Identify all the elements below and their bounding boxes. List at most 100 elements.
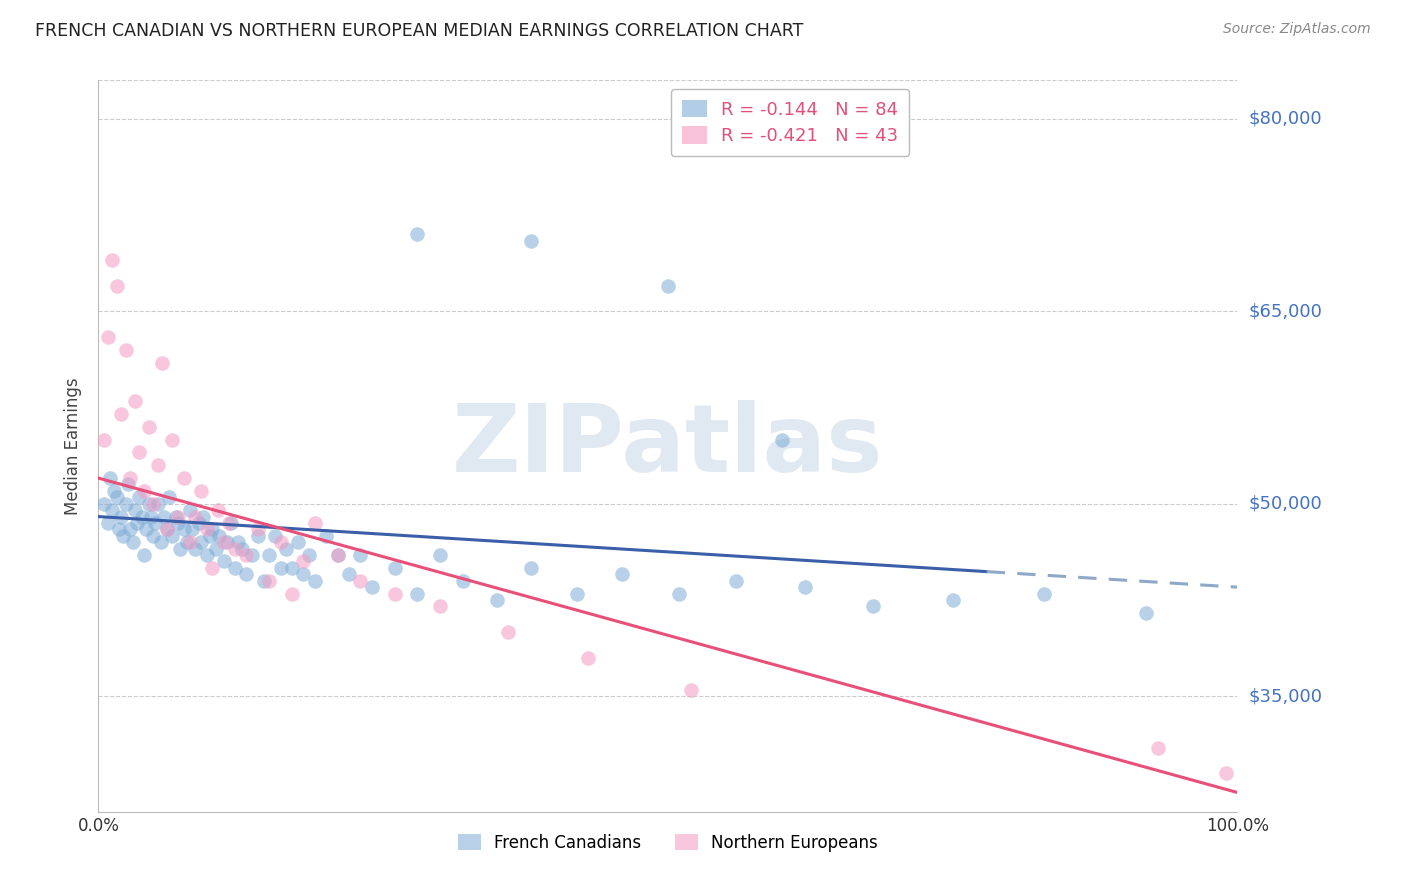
Point <box>114 343 136 357</box>
Point <box>679 682 702 697</box>
Point <box>114 497 136 511</box>
Point <box>793 580 815 594</box>
Point <box>725 574 748 588</box>
Point <box>156 523 179 537</box>
Point <box>208 529 231 543</box>
Point <box>145 516 167 530</box>
Point <box>98 471 121 485</box>
Point <box>142 497 165 511</box>
Point <box>1135 606 1157 620</box>
Point <box>657 278 679 293</box>
Point <box>162 529 184 543</box>
Point <box>862 599 884 614</box>
Point <box>101 252 124 267</box>
Point <box>228 535 250 549</box>
Point <box>176 535 198 549</box>
Point <box>195 548 218 562</box>
Point <box>167 509 190 524</box>
Point <box>173 471 195 485</box>
Point <box>224 561 246 575</box>
Legend: French Canadians, Northern Europeans: French Canadians, Northern Europeans <box>451 827 884 858</box>
Point <box>132 548 155 562</box>
Point <box>101 503 124 517</box>
Point <box>212 535 235 549</box>
Point <box>429 599 451 614</box>
Point <box>204 541 226 556</box>
Point <box>128 445 150 459</box>
Point <box>105 278 128 293</box>
Point <box>1215 766 1237 780</box>
Point <box>93 497 115 511</box>
Point <box>157 491 180 505</box>
Point <box>138 497 160 511</box>
Point <box>120 523 142 537</box>
Point <box>146 458 169 473</box>
Point <box>138 419 160 434</box>
Point <box>576 650 599 665</box>
Point <box>169 541 191 556</box>
Text: $80,000: $80,000 <box>1249 110 1322 128</box>
Text: ZIPatlas: ZIPatlas <box>453 400 883 492</box>
Point <box>124 394 146 409</box>
Point <box>304 574 326 588</box>
Point <box>224 541 246 556</box>
Point <box>184 509 207 524</box>
Point <box>201 523 224 537</box>
Point <box>190 535 212 549</box>
Point <box>292 554 315 568</box>
Text: FRENCH CANADIAN VS NORTHERN EUROPEAN MEDIAN EARNINGS CORRELATION CHART: FRENCH CANADIAN VS NORTHERN EUROPEAN MED… <box>35 22 803 40</box>
Text: $50,000: $50,000 <box>1249 495 1322 513</box>
Point <box>117 477 139 491</box>
Point <box>212 554 235 568</box>
Point <box>498 625 520 640</box>
Point <box>156 523 179 537</box>
Point <box>406 227 429 242</box>
Point <box>292 567 315 582</box>
Point <box>184 541 207 556</box>
Point <box>179 535 201 549</box>
Point <box>180 523 202 537</box>
Point <box>219 516 242 530</box>
Point <box>96 330 118 344</box>
Point <box>108 523 131 537</box>
Point <box>1146 740 1168 755</box>
Point <box>520 234 543 248</box>
Point <box>298 548 321 562</box>
Text: Source: ZipAtlas.com: Source: ZipAtlas.com <box>1223 22 1371 37</box>
Point <box>315 529 337 543</box>
Point <box>207 503 229 517</box>
Point <box>165 509 187 524</box>
Point <box>231 541 253 556</box>
Point <box>120 471 142 485</box>
Point <box>429 548 451 562</box>
Y-axis label: Median Earnings: Median Earnings <box>65 377 83 515</box>
Point <box>235 548 257 562</box>
Point <box>153 509 176 524</box>
Point <box>770 433 793 447</box>
Point <box>121 535 143 549</box>
Point <box>349 548 371 562</box>
Point <box>217 535 239 549</box>
Point <box>167 516 190 530</box>
Point <box>142 529 165 543</box>
Point <box>195 523 218 537</box>
Point <box>326 548 349 562</box>
Point <box>486 593 509 607</box>
Point <box>150 355 173 369</box>
Point <box>349 574 371 588</box>
Point <box>131 509 153 524</box>
Point <box>179 503 201 517</box>
Point <box>173 523 195 537</box>
Point <box>565 586 588 600</box>
Point <box>127 516 149 530</box>
Point <box>360 580 382 594</box>
Point <box>337 567 360 582</box>
Point <box>259 548 281 562</box>
Point <box>264 529 287 543</box>
Point <box>124 503 146 517</box>
Point <box>384 561 406 575</box>
Point <box>139 509 162 524</box>
Point <box>246 529 269 543</box>
Point <box>287 535 309 549</box>
Point <box>112 529 135 543</box>
